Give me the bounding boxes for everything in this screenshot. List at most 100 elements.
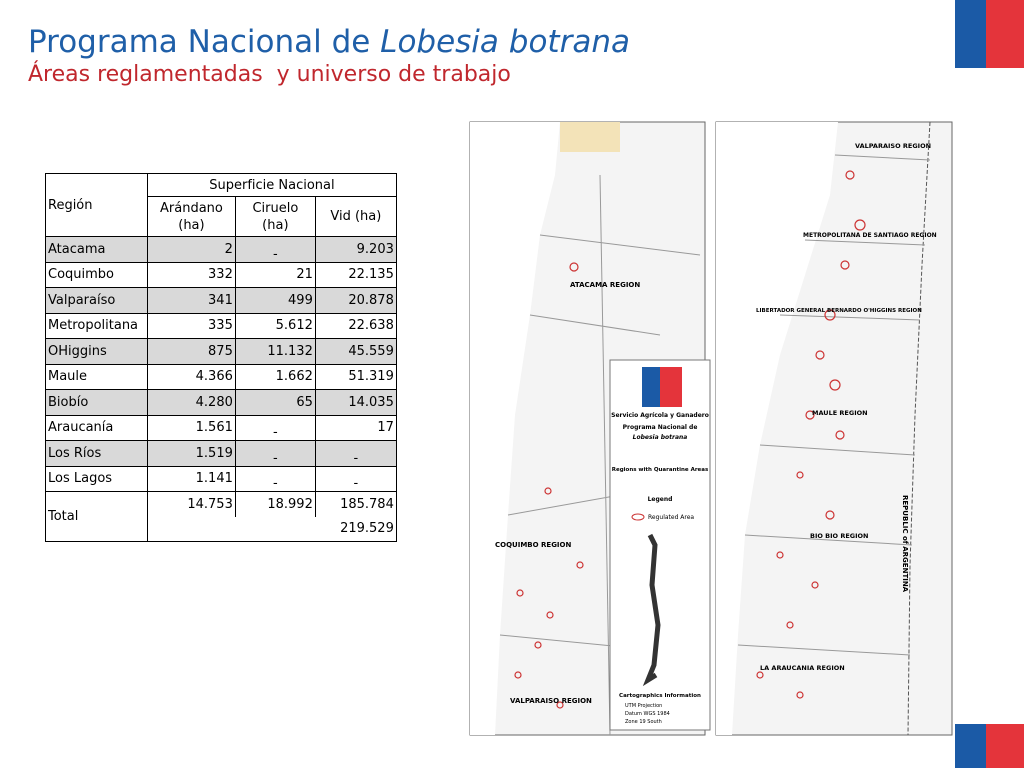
region-header: Región <box>45 173 148 237</box>
maps: ATACAMA REGION COQUIMBO REGION VALPARAIS… <box>469 121 953 736</box>
value-cell: 22.135 <box>314 261 397 288</box>
value-cell: 45.559 <box>314 338 397 365</box>
map-label: LIBERTADOR GENERAL BERNARDO O'HIGGINS RE… <box>756 308 922 314</box>
legend-text: Regions with Quarantine Areas <box>612 467 709 473</box>
value-cell: 335 <box>147 312 236 339</box>
sea <box>470 122 560 735</box>
value-cell: 9.203 <box>314 236 397 263</box>
total-value: 18.992 <box>234 491 316 517</box>
total-row: 219.529 <box>46 516 397 542</box>
regulated-areas <box>756 170 866 699</box>
table-row: Valparaíso 341 499 20.878 <box>45 287 397 314</box>
value-cell: - <box>234 414 316 441</box>
legend-text: Programa Nacional de <box>623 424 698 431</box>
value-cell: 51.319 <box>314 363 397 390</box>
value-cell: 499 <box>234 287 316 314</box>
value-cell: 4.366 <box>147 363 236 390</box>
region-cell: Coquimbo <box>45 261 148 288</box>
total-label: Total <box>45 491 148 542</box>
table-row: Biobío 4.280 65 14.035 <box>45 389 397 416</box>
table-row: Maule 4.366 1.662 51.319 <box>45 363 397 390</box>
value-cell: 332 <box>147 261 236 288</box>
value-cell: 20.878 <box>314 287 397 314</box>
value-cell: 875 <box>147 338 236 365</box>
table-row: Atacama 2-9.203 <box>45 236 397 263</box>
value-cell: 11.132 <box>234 338 316 365</box>
table-row: Los Lagos 1.141- - <box>45 465 397 492</box>
total-value: 185.784 <box>314 491 397 517</box>
table-row: Los Ríos 1.519- - <box>45 440 397 467</box>
flag-red <box>986 724 1024 768</box>
map-label: BIO BIO REGION <box>810 532 869 540</box>
region-cell: Metropolitana <box>45 312 148 339</box>
region-cell: Valparaíso <box>45 287 148 314</box>
table-row: Coquimbo 332 21 22.135 <box>45 261 397 288</box>
region-cell: Los Lagos <box>45 465 148 492</box>
region-cell: Araucanía <box>45 414 148 441</box>
region-cell: Maule <box>45 363 148 390</box>
map-label: METROPOLITANA DE SANTIAGO REGION <box>803 232 937 239</box>
logo <box>660 367 682 407</box>
flag-blue <box>955 0 986 68</box>
map-label: ATACAMA REGION <box>570 281 640 289</box>
map-label: VALPARAISO REGION <box>510 697 592 705</box>
value-cell: 341 <box>147 287 236 314</box>
table-row: Metropolitana 335 5.612 22.638 <box>45 312 397 339</box>
map-label: MAULE REGION <box>812 409 868 417</box>
legend-box <box>609 359 711 731</box>
total-value: 14.753 <box>147 491 236 517</box>
surface-table: Región Superficie Nacional Arándano (ha)… <box>45 173 397 542</box>
regulated-areas <box>514 262 584 709</box>
value-cell: - <box>314 465 397 492</box>
column-header: Vid (ha) <box>314 196 397 237</box>
value-cell: 1.519 <box>147 440 236 467</box>
legend-text: Legend <box>648 496 673 503</box>
value-cell: 2 <box>147 236 236 263</box>
region-cell: Biobío <box>45 389 148 416</box>
map-area <box>560 122 620 152</box>
value-cell: 1.141 <box>147 465 236 492</box>
legend-swatch <box>631 513 645 521</box>
mini-map <box>642 533 661 687</box>
table-row: Araucanía 1.561-17 <box>45 414 397 441</box>
value-cell: - <box>234 465 316 492</box>
value-cell: - <box>314 440 397 467</box>
value-cell: 1.561 <box>147 414 236 441</box>
map-label: REPUBLIC of ARGENTINA <box>901 495 909 593</box>
value-cell: 14.035 <box>314 389 397 416</box>
title: Programa Nacional de Lobesia botrana <box>28 24 630 60</box>
region-cell: OHiggins <box>45 338 148 365</box>
column-header: Arándano (ha) <box>147 196 236 237</box>
map-label: VALPARAISO REGION <box>855 142 931 150</box>
border <box>907 121 931 736</box>
map-label: LA ARAUCANIA REGION <box>760 664 845 672</box>
group-header: Superficie Nacional <box>147 173 397 197</box>
legend-text: Lobesia botrana <box>633 434 688 441</box>
grand-total: 219.529 <box>147 516 397 542</box>
value-cell: 4.280 <box>147 389 236 416</box>
map-label: COQUIMBO REGION <box>495 541 571 549</box>
subtitle: Áreas reglamentadas y universo de trabaj… <box>28 62 511 87</box>
value-cell: - <box>234 236 316 263</box>
legend-text: Cartographics Information <box>619 693 701 699</box>
title-italic: Lobesia botrana <box>380 24 630 60</box>
legend-text: Regulated Area <box>648 514 694 521</box>
region-cell: Los Ríos <box>45 440 148 467</box>
legend-text: Zone 19 South <box>625 719 662 725</box>
legend-text: UTM Projection <box>625 703 662 709</box>
column-header: Ciruelo (ha) <box>234 196 316 237</box>
flag-red <box>986 0 1024 68</box>
boundary <box>737 154 931 656</box>
value-cell: - <box>234 440 316 467</box>
sea <box>716 122 838 735</box>
title-text: Programa Nacional de <box>28 24 381 60</box>
value-cell: 1.662 <box>234 363 316 390</box>
value-cell: 22.638 <box>314 312 397 339</box>
legend-text: Datum WGS 1984 <box>625 711 670 717</box>
value-cell: 21 <box>234 261 316 288</box>
legend-text: Servicio Agrícola y Ganadero <box>611 412 709 419</box>
region-cell: Atacama <box>45 236 148 263</box>
total-row: Total 14.753 18.992 185.784 <box>45 491 397 542</box>
table-row: OHiggins 875 11.132 45.559 <box>45 338 397 365</box>
